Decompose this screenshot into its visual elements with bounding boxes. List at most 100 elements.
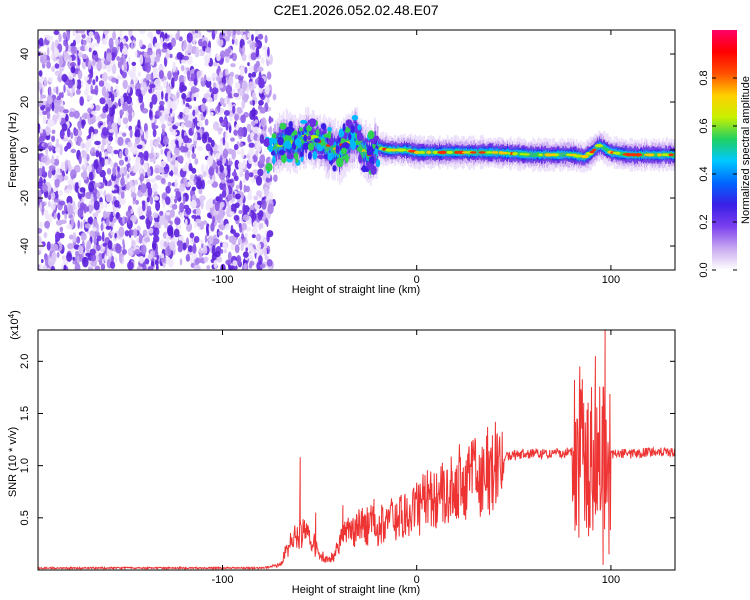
- spectrogram-noise-cell: [117, 60, 121, 68]
- spectrogram-signal-cell: [365, 145, 367, 155]
- spectrogram-noise-cell: [182, 166, 188, 172]
- spectrogram-noise-cell: [126, 173, 130, 179]
- spectrogram-noise-cell: [251, 234, 256, 239]
- spectrogram-noise-cell: [165, 185, 171, 194]
- spectrogram-noise-cell: [38, 101, 43, 107]
- spectrogram-noise-cell: [239, 65, 245, 77]
- spectrogram-noise-cell: [170, 169, 173, 177]
- spectrogram-noise-cell: [144, 236, 151, 243]
- spectrogram-signal-cell: [322, 138, 325, 146]
- spectrogram-noise-cell: [133, 228, 138, 238]
- spectrogram-noise-cell: [145, 73, 151, 81]
- spectrogram-noise-cell: [216, 255, 223, 263]
- spectrogram-noise-cell: [133, 165, 139, 173]
- spectrogram-noise-cell: [118, 159, 125, 166]
- spectrogram-noise-cell: [134, 136, 140, 145]
- spectrogram-signal-cell: [452, 150, 455, 155]
- spectrogram-noise-cell: [161, 90, 164, 100]
- spectrogram-noise-cell: [116, 211, 120, 219]
- spectrogram-noise-cell: [191, 122, 195, 132]
- spectrogram-noise-cell: [172, 61, 176, 73]
- spectrogram-noise-cell: [63, 39, 66, 47]
- spectrogram-noise-cell: [241, 53, 247, 62]
- spectrogram-noise-cell: [135, 50, 138, 58]
- spectrogram-noise-cell: [228, 75, 234, 86]
- spectrogram-noise-cell: [114, 206, 119, 213]
- spectrogram-noise-cell: [219, 224, 226, 231]
- spectrogram-noise-cell: [216, 160, 223, 166]
- spectrogram-signal-cell: [424, 150, 427, 156]
- spectrogram-noise-cell: [177, 155, 184, 163]
- spectrogram-noise-cell: [159, 37, 164, 46]
- spectrogram-noise-cell: [173, 147, 179, 155]
- spectrogram-noise-cell: [90, 259, 97, 267]
- spectrogram-noise-cell: [240, 148, 245, 159]
- spectrogram-noise-cell: [191, 214, 197, 219]
- spectrogram-noise-cell: [152, 128, 157, 138]
- spectrogram-peak-cell: [592, 148, 597, 152]
- spectrogram-transition-cell: [320, 123, 327, 130]
- spectrogram-noise-cell: [67, 243, 74, 250]
- spectrogram-noise-cell: [110, 261, 116, 269]
- spectrogram-signal-cell: [327, 146, 329, 153]
- spectrogram-noise-cell: [153, 196, 160, 201]
- spectrogram-noise-cell: [192, 146, 195, 154]
- spectrogram-noise-cell: [125, 124, 129, 129]
- spectrogram-noise-cell: [189, 174, 195, 181]
- spectrogram-noise-cell: [138, 233, 143, 244]
- spectrogram-noise-cell: [237, 126, 245, 137]
- spectrogram-noise-cell: [77, 30, 81, 34]
- spectrogram-noise-cell: [205, 46, 211, 54]
- spectrogram-noise-cell: [193, 91, 199, 99]
- spectrogram-noise-cell: [165, 233, 170, 244]
- spectrogram-noise-cell: [113, 200, 120, 208]
- spectrogram-noise-cell: [63, 204, 68, 212]
- spectrogram-noise-cell: [87, 164, 92, 173]
- spectrogram-noise-cell: [63, 51, 70, 62]
- spectrogram-transition-cell: [312, 150, 318, 160]
- spectrogram-noise-cell: [66, 89, 70, 94]
- spectrogram-noise-cell: [258, 222, 262, 231]
- spectrogram-noise-cell: [165, 51, 170, 60]
- spectrogram-noise-cell: [246, 123, 252, 132]
- spectrogram-noise-cell: [53, 158, 60, 166]
- spectrogram-noise-cell: [90, 193, 94, 205]
- spectrogram-noise-cell: [257, 168, 264, 177]
- spectrogram-noise-cell: [155, 264, 159, 270]
- spectrogram-noise-cell: [181, 92, 187, 100]
- spectrogram-noise-cell: [38, 70, 43, 77]
- spectrogram-noise-cell: [233, 214, 240, 221]
- spectrogram-noise-cell: [38, 242, 44, 252]
- spectrogram-noise-cell: [201, 243, 204, 249]
- spectrogram-noise-cell: [106, 247, 112, 258]
- spectrogram-noise-cell: [170, 196, 176, 200]
- spectrogram-noise-cell: [230, 243, 236, 251]
- spectrogram-noise-cell: [108, 232, 111, 238]
- spectrogram-noise-cell: [134, 248, 141, 255]
- spectrogram-noise-cell: [234, 202, 240, 209]
- spectrogram-noise-cell: [63, 175, 69, 181]
- spectrogram-noise-cell: [38, 153, 42, 159]
- spectrogram-noise-cell: [122, 102, 129, 112]
- spectrogram-noise-cell: [248, 172, 254, 178]
- spectrogram-noise-cell: [178, 74, 185, 85]
- spectrogram-noise-cell: [122, 239, 125, 246]
- spectrogram-noise-cell: [211, 72, 218, 78]
- spectrogram-noise-cell: [83, 157, 87, 168]
- spectrogram-noise-cell: [189, 257, 193, 264]
- spectrogram-noise-cell: [149, 139, 154, 148]
- spectrogram-noise-cell: [45, 146, 49, 156]
- spectrogram-noise-cell: [212, 199, 216, 205]
- spectrogram-noise-cell: [104, 179, 108, 186]
- spectrogram-noise-cell: [70, 66, 76, 74]
- spectrogram-noise-cell: [53, 30, 60, 36]
- spectrogram-noise-cell: [235, 193, 241, 200]
- spectrogram-transition-cell: [342, 122, 346, 132]
- spectrogram-signal-cell: [564, 152, 566, 157]
- spectrogram-noise-cell: [128, 30, 133, 38]
- spectrogram-noise-cell: [74, 206, 78, 215]
- spectrogram-noise-cell: [169, 108, 173, 114]
- spectrogram-noise-cell: [93, 200, 100, 211]
- spectrogram-signal-cell: [378, 145, 381, 150]
- spectrogram-noise-cell: [127, 216, 131, 226]
